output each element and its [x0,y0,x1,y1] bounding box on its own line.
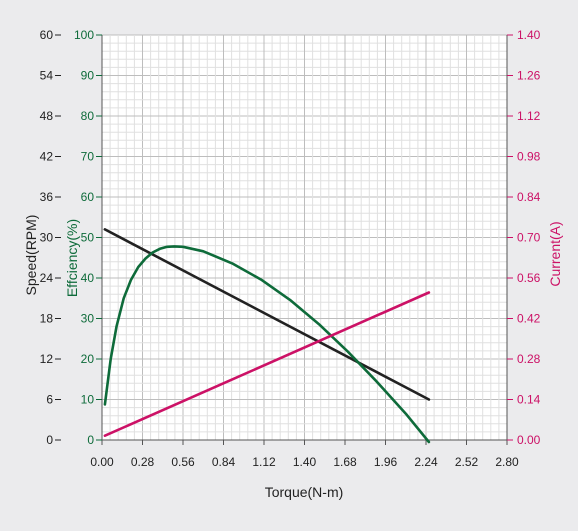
series [103,228,431,444]
y-axis-label-current: Current(A) [547,221,563,286]
efficiency-tick-label: 70 [81,150,95,164]
efficiency-tick-label: 30 [81,312,95,326]
speed-tick-label: 0 [46,433,53,447]
current-tick-label: 1.12 [517,109,541,123]
series-line-efficiency [103,245,431,444]
efficiency-tick-label: 60 [81,190,95,204]
speed-tick-label: 12 [40,352,54,366]
current-tick-label: 0.28 [517,352,541,366]
current-tick-label: 0.56 [517,271,541,285]
efficiency-tick-label: 100 [74,28,94,42]
speed-tick-label: 54 [40,69,54,83]
efficiency-tick-label: 10 [81,393,95,407]
x-tick-label: 2.52 [455,455,479,469]
x-tick-label: 2.24 [414,455,438,469]
speed-tick-label: 48 [40,109,54,123]
efficiency-tick-label: 40 [81,271,95,285]
speed-tick-label: 6 [46,393,53,407]
x-tick-label: 0.56 [171,455,195,469]
current-tick-label: 0.70 [517,231,541,245]
x-tick-label: 0.28 [131,455,155,469]
x-tick-label: 2.80 [495,455,519,469]
speed-tick-label: 36 [40,190,54,204]
current-tick-label: 0.84 [517,190,541,204]
current-tick-label: 0.14 [517,393,541,407]
speed-tick-label: 42 [40,150,54,164]
current-tick-label: 0.42 [517,312,541,326]
x-axis-label: Torque(N-m) [265,484,344,500]
x-tick-label: 1.68 [333,455,357,469]
y-axis-label-speed: Speed(RPM) [23,215,39,296]
x-tick-label: 1.12 [252,455,276,469]
efficiency-tick-label: 80 [81,109,95,123]
current-tick-label: 1.26 [517,69,541,83]
axes: 0.00 0.28 0.56 0.84 1.12 1.40 1.68 1.96 2.24 2.52… [40,28,541,469]
x-tick-label: 0.84 [212,455,236,469]
x-tick-label: 1.40 [293,455,317,469]
current-tick-label: 0.00 [517,433,541,447]
speed-tick-label: 18 [40,312,54,326]
x-tick-label: 0.00 [90,455,114,469]
efficiency-tick-label: 50 [81,231,95,245]
current-tick-label: 1.40 [517,28,541,42]
series-line-current [103,291,431,438]
efficiency-tick-label: 0 [87,433,94,447]
x-tick-label: 1.96 [374,455,398,469]
y-axis-label-efficiency: Effciency(%) [64,219,80,297]
speed-tick-label: 24 [40,271,54,285]
efficiency-tick-label: 90 [81,69,95,83]
series-line-speed [103,228,431,401]
current-tick-label: 0.98 [517,150,541,164]
speed-tick-label: 60 [40,28,54,42]
speed-tick-label: 30 [40,231,54,245]
efficiency-tick-label: 20 [81,352,95,366]
